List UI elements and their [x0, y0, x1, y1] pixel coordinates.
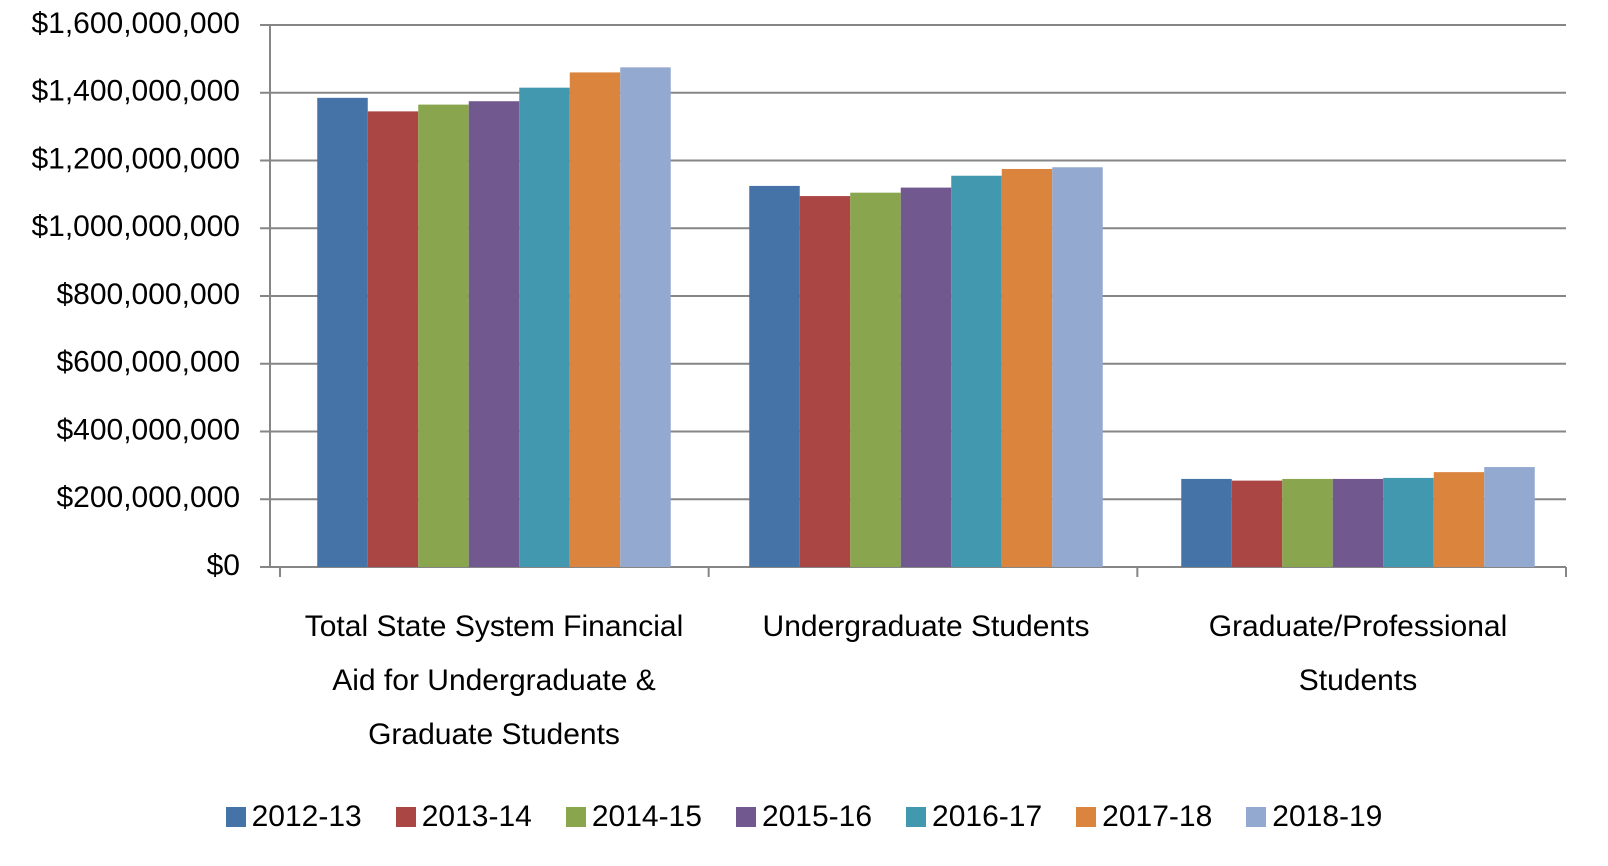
bar	[620, 67, 671, 567]
legend-label: 2015-16	[761, 800, 873, 833]
legend-swatch	[565, 807, 586, 827]
legend-label: 2017-18	[1102, 800, 1213, 833]
y-tick-label: $800,000,000	[56, 278, 240, 311]
legend-label: 2016-17	[932, 800, 1043, 833]
legend-item: 2014-15	[565, 800, 702, 834]
bar	[519, 87, 570, 567]
bar	[1052, 167, 1103, 567]
y-tick-label: $1,200,000,000	[31, 142, 240, 175]
legend-swatch	[395, 807, 416, 827]
bar	[1231, 480, 1283, 567]
legend-label: 2012-13	[251, 800, 362, 833]
legend: 2012-13 2013-14 2014-15 2015-16 2016-17 2017-…	[0, 800, 1608, 834]
y-tick-label: $400,000,000	[56, 413, 240, 446]
y-tick-label: $1,000,000,000	[31, 210, 240, 243]
bar	[749, 185, 800, 567]
bar	[468, 101, 520, 567]
bar	[418, 104, 469, 567]
y-tick-label: $600,000,000	[56, 346, 240, 379]
legend-swatch	[735, 807, 756, 827]
bar	[1484, 467, 1535, 567]
legend-item: 2015-16	[735, 800, 873, 834]
bar	[1383, 477, 1434, 567]
bar	[1332, 478, 1384, 567]
y-tick-label: $1,600,000,000	[31, 7, 240, 40]
bar	[569, 72, 621, 568]
bar	[317, 97, 368, 568]
legend-label: 2014-15	[591, 800, 702, 833]
y-tick-label: $200,000,000	[56, 481, 240, 514]
legend-label: 2018-19	[1272, 800, 1383, 833]
y-tick-label: $0	[207, 549, 240, 582]
bar	[951, 175, 1002, 567]
bar	[850, 192, 901, 567]
bar	[367, 111, 419, 567]
legend-item: 2012-13	[225, 800, 362, 834]
legend-item: 2013-14	[395, 800, 532, 834]
legend-label: 2013-14	[421, 800, 532, 833]
legend-swatch	[906, 807, 927, 827]
legend-item: 2018-19	[1246, 800, 1382, 834]
bar	[1433, 472, 1485, 567]
x-tick-label: Undergraduate Students	[762, 610, 1090, 643]
legend-swatch	[1076, 807, 1097, 827]
bar	[900, 187, 952, 567]
legend-swatch	[225, 807, 246, 827]
y-tick-label: $1,400,000,000	[31, 75, 240, 108]
x-tick-label: Total State System Financial Aid for Und…	[304, 610, 684, 751]
legend-item: 2016-17	[906, 800, 1042, 834]
bar	[1181, 478, 1232, 567]
bar	[799, 196, 851, 567]
x-tick-label: Graduate/Professional Students	[1208, 610, 1508, 697]
bar	[1001, 168, 1053, 567]
legend-swatch	[1246, 807, 1267, 827]
bar	[1282, 478, 1333, 567]
legend-item: 2017-18	[1076, 800, 1212, 834]
